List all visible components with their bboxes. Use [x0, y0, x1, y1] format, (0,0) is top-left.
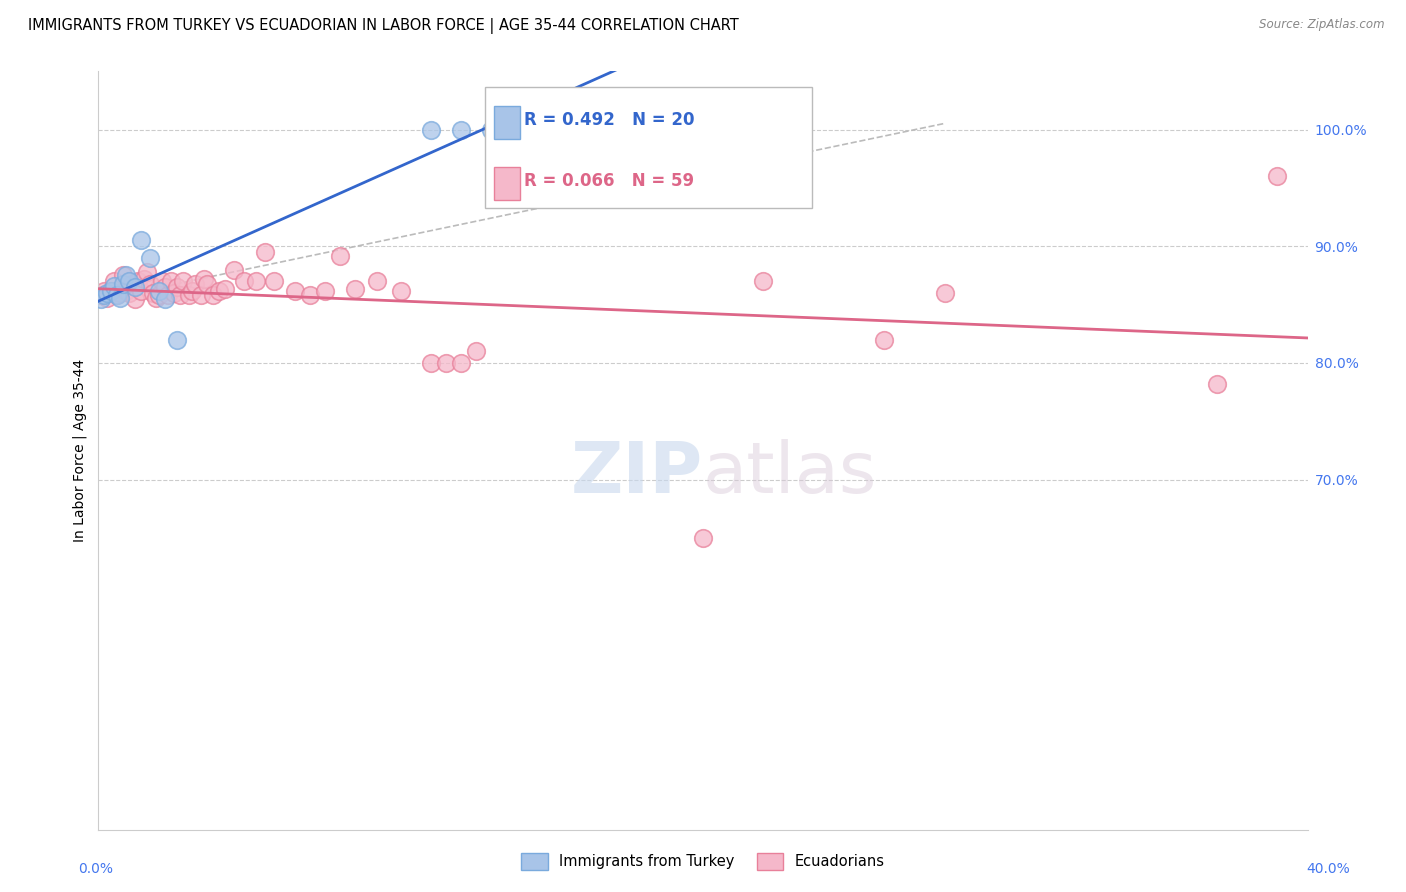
Point	[420, 122, 443, 136]
Point	[172, 274, 194, 288]
Bar	[494, 106, 520, 139]
Point	[108, 285, 131, 300]
Point	[314, 284, 336, 298]
Point	[132, 272, 155, 286]
Point	[148, 288, 170, 302]
Point	[169, 288, 191, 302]
Point	[166, 280, 188, 294]
Point	[156, 288, 179, 302]
Point	[105, 288, 128, 302]
Point	[108, 291, 131, 305]
Point	[103, 279, 125, 293]
Point	[245, 274, 267, 288]
Point	[111, 277, 134, 291]
Point	[253, 245, 276, 260]
Point	[129, 234, 152, 248]
Point	[195, 277, 218, 291]
Point	[105, 288, 128, 302]
Point	[214, 283, 236, 297]
Point	[163, 285, 186, 300]
Point	[118, 285, 141, 300]
Point	[118, 274, 141, 288]
Point	[139, 251, 162, 265]
Point	[153, 280, 176, 294]
Point	[90, 292, 112, 306]
Point	[329, 249, 352, 263]
Point	[93, 288, 115, 302]
Point	[111, 268, 134, 283]
Point	[100, 284, 122, 298]
Point	[389, 284, 412, 298]
FancyBboxPatch shape	[485, 87, 811, 208]
Point	[139, 277, 162, 291]
Point	[129, 284, 152, 298]
Point	[127, 274, 149, 288]
Point	[1206, 376, 1229, 391]
Point	[124, 292, 146, 306]
Text: R = 0.066   N = 59: R = 0.066 N = 59	[524, 172, 695, 190]
Point	[103, 274, 125, 288]
Point	[145, 291, 167, 305]
Point	[495, 122, 517, 136]
Point	[121, 277, 143, 291]
Point	[142, 285, 165, 300]
Point	[284, 284, 307, 298]
Point	[934, 285, 956, 300]
Y-axis label: In Labor Force | Age 35-44: In Labor Force | Age 35-44	[73, 359, 87, 542]
Point	[224, 262, 246, 277]
Point	[166, 333, 188, 347]
Point	[124, 280, 146, 294]
Legend: Immigrants from Turkey, Ecuadorians: Immigrants from Turkey, Ecuadorians	[516, 847, 890, 876]
Point	[873, 333, 896, 347]
Point	[184, 277, 207, 291]
Text: Source: ZipAtlas.com: Source: ZipAtlas.com	[1260, 18, 1385, 31]
Point	[1267, 169, 1289, 184]
Point	[93, 284, 115, 298]
Point	[366, 274, 388, 288]
Text: ZIP: ZIP	[571, 439, 703, 508]
Point	[420, 356, 443, 370]
Point	[150, 274, 173, 288]
Point	[90, 288, 112, 302]
Point	[160, 274, 183, 288]
Point	[263, 274, 285, 288]
Point	[114, 268, 136, 283]
Point	[190, 288, 212, 302]
Text: 0.0%: 0.0%	[79, 862, 112, 876]
Point	[299, 288, 322, 302]
Text: IMMIGRANTS FROM TURKEY VS ECUADORIAN IN LABOR FORCE | AGE 35-44 CORRELATION CHAR: IMMIGRANTS FROM TURKEY VS ECUADORIAN IN …	[28, 18, 740, 34]
Point	[202, 288, 225, 302]
Point	[481, 122, 503, 136]
Point	[450, 356, 472, 370]
Point	[344, 283, 367, 297]
Point	[465, 344, 488, 359]
Point	[100, 284, 122, 298]
Point	[181, 284, 204, 298]
Point	[114, 284, 136, 298]
Point	[208, 284, 231, 298]
Text: R = 0.492   N = 20: R = 0.492 N = 20	[524, 112, 695, 129]
Point	[148, 284, 170, 298]
Point	[692, 531, 714, 545]
Point	[434, 356, 457, 370]
Point	[450, 122, 472, 136]
Point	[135, 265, 157, 279]
Point	[153, 292, 176, 306]
Point	[752, 274, 775, 288]
Text: atlas: atlas	[703, 439, 877, 508]
Point	[179, 288, 201, 302]
Text: 40.0%: 40.0%	[1306, 862, 1351, 876]
Point	[193, 272, 215, 286]
Point	[232, 274, 254, 288]
Point	[96, 291, 118, 305]
Bar	[494, 167, 520, 200]
Point	[96, 285, 118, 300]
